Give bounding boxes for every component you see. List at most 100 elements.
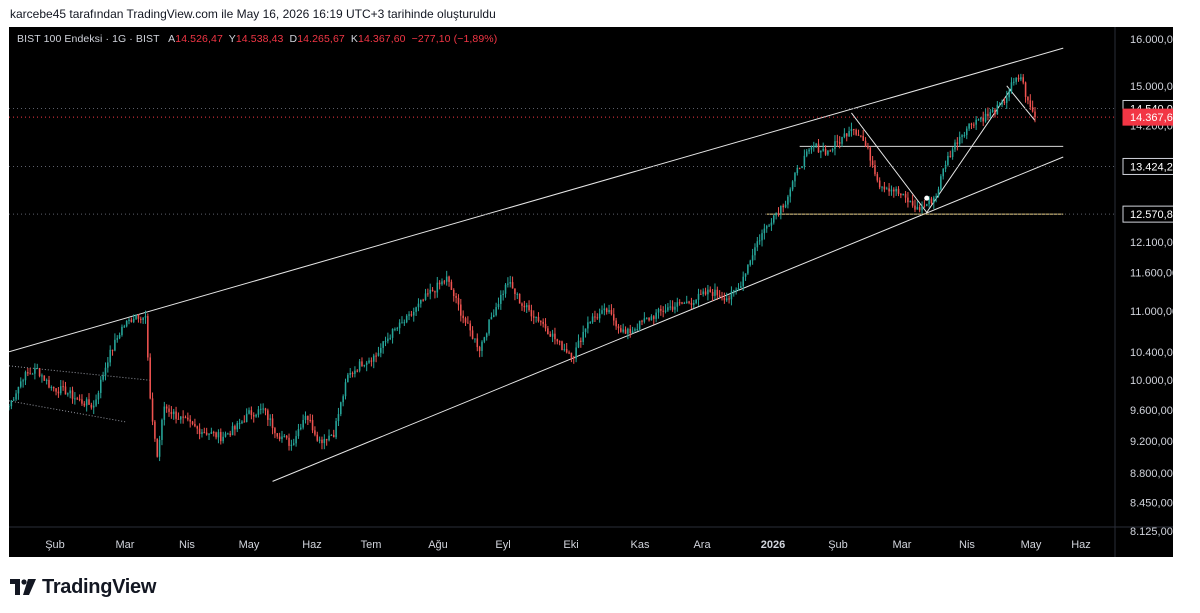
symbol-name: BIST 100 Endeksi · 1G · BIST (17, 33, 160, 45)
candle-body (796, 167, 799, 173)
candle-body (342, 396, 344, 403)
candle-body (168, 408, 170, 412)
candle-body (212, 432, 215, 434)
candle-body (940, 176, 942, 190)
candle-body (135, 314, 137, 319)
candle-body (944, 164, 947, 169)
candle-body (361, 361, 363, 366)
candle-body (238, 423, 241, 425)
price-tag-label: 12.570,85 (1130, 209, 1173, 221)
candle-body (1027, 96, 1029, 101)
candle-body (754, 247, 756, 256)
candle-body (441, 281, 443, 285)
tradingview-logo-icon (10, 579, 36, 595)
candle-body (382, 341, 384, 348)
candle-body (187, 417, 189, 420)
candle-body (881, 186, 883, 188)
candle-body (817, 143, 820, 153)
candle-body (337, 414, 340, 422)
x-tick-label: Nis (959, 539, 975, 551)
candle-body (189, 419, 191, 422)
candle-body (307, 416, 309, 420)
candle-body (516, 293, 519, 295)
candle-body (90, 404, 93, 408)
candle-body (775, 212, 777, 216)
candle-body (608, 310, 610, 313)
candle-body (300, 427, 302, 430)
x-tick-label: Tem (361, 539, 382, 551)
x-tick-label: Kas (631, 539, 650, 551)
candle-body (845, 133, 848, 137)
candle-body (34, 368, 36, 374)
candle-body (895, 188, 897, 192)
candle-body (853, 128, 855, 130)
candle-body (257, 409, 260, 415)
candle-body (888, 188, 890, 192)
candle-body (107, 362, 109, 368)
candle-body (528, 305, 530, 311)
candle-body (12, 399, 15, 401)
candle-body (973, 124, 975, 126)
candle-body (709, 289, 712, 293)
candle-body (149, 357, 151, 399)
candle-body (316, 434, 319, 441)
candle-body (276, 433, 279, 437)
candle-body (794, 172, 796, 182)
candle-body (638, 320, 641, 329)
candle-body (676, 302, 679, 307)
candle-body (478, 347, 481, 351)
candle-body (156, 438, 159, 457)
candle-body (203, 432, 206, 434)
candle-body (991, 109, 994, 113)
brand-footer: TradingView (10, 574, 156, 600)
candle-body (358, 361, 361, 371)
y-tick-label: 16.000,00 (1130, 34, 1173, 46)
candle-body (1031, 107, 1034, 112)
candle-body (975, 119, 977, 125)
candle-body (403, 322, 406, 324)
price-chart[interactable]: 16.000,0015.000,0014.200,0012.100,0011.6… (9, 27, 1173, 557)
candle-body (925, 204, 928, 206)
candle-body (137, 314, 140, 319)
candle-body (721, 296, 723, 298)
candle-body (568, 352, 570, 354)
candle-body (610, 310, 613, 315)
candle-body (547, 328, 549, 335)
author-caption: karcebe45 tarafından TradingView.com ile… (10, 7, 496, 21)
chart-area[interactable]: 16.000,0015.000,0014.200,0012.100,0011.6… (9, 27, 1173, 557)
candle-body (580, 340, 582, 342)
candle-body (918, 207, 921, 211)
candle-body (55, 388, 57, 392)
candle-body (994, 109, 996, 115)
candle-body (483, 337, 486, 342)
candle-body (923, 205, 926, 207)
candle-body (949, 155, 952, 157)
candle-body (860, 135, 862, 137)
candle-body (815, 143, 817, 146)
candle-body (617, 326, 620, 329)
candle-body (980, 117, 982, 120)
candle-body (765, 226, 768, 229)
candle-body (634, 329, 636, 331)
candle-body (678, 302, 681, 304)
candle-body (224, 433, 227, 437)
candle-body (19, 381, 22, 387)
candle-body (375, 355, 377, 357)
candle-body (377, 352, 380, 356)
price-tag (1122, 157, 1173, 175)
candle-body (587, 322, 589, 329)
candle-body (862, 135, 864, 141)
candle-body (97, 392, 100, 400)
candle-body (24, 372, 27, 381)
x-tick-label: Haz (302, 539, 322, 551)
candle-body (737, 287, 740, 290)
candle-body (495, 307, 497, 316)
candle-body (165, 406, 168, 409)
x-tick-label: Ara (693, 539, 711, 551)
candle-body (467, 322, 469, 324)
change-value: −277,10 (−1,89%) (411, 33, 498, 45)
candle-body (622, 329, 624, 332)
candle-body (452, 289, 455, 297)
candle-body (220, 432, 222, 442)
candle-body (118, 335, 121, 339)
